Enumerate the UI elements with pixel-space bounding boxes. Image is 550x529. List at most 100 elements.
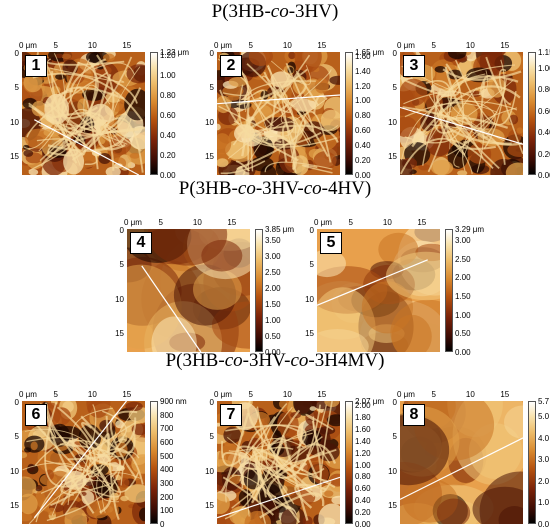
y-tick-label: 5 (209, 432, 214, 442)
color-scale-tick-label: 0.80 (538, 85, 550, 95)
afm-image: 8 (400, 401, 523, 524)
x-tick-label: 0 μm (397, 41, 415, 50)
y-tick-label: 0 (392, 49, 397, 58)
afm-image: 6 (22, 401, 145, 524)
color-scale-tick-label: 1.40 (355, 66, 371, 76)
x-tick-label: 15 (317, 390, 327, 399)
color-scale-tick-label: 3.00 (265, 252, 281, 262)
x-tick-label: 10 (282, 390, 292, 399)
y-tick-label: 5 (14, 83, 19, 93)
y-tick-label: 15 (10, 152, 19, 162)
y-tick-label: 15 (205, 501, 214, 511)
color-scale-tick-label: 1.20 (355, 81, 371, 91)
color-scale-tick-label: 0.80 (160, 91, 176, 100)
color-scale-tick-label: 1.60 (355, 424, 371, 434)
color-scale-tick-label: 2.50 (265, 268, 281, 278)
color-scale-tick-label: 2.50 (455, 254, 471, 264)
x-tick-label: 0 μm (19, 390, 37, 399)
color-scale-tick-label: 0.20 (355, 156, 371, 166)
color-scale-tick-label: 1.20 (160, 51, 176, 60)
height-color-scale (345, 52, 353, 175)
height-color-scale (528, 401, 536, 524)
y-tick-label: 5 (392, 432, 397, 442)
height-color-scale (345, 401, 353, 524)
color-scale-tick-label: 0 (160, 520, 165, 529)
y-tick-label: 10 (388, 117, 397, 127)
color-scale-tick-label: 0.50 (455, 329, 471, 339)
color-scale-tick-label: 0.40 (160, 131, 176, 140)
heading-1-italic: co (270, 1, 289, 22)
afm-panel-3: 3 0 μm 5 10 15 0 5 10 15 1.15 μm 1.00 0.80 0.60 0.40 0… (380, 40, 550, 180)
heading-2-prefix: P(3HB- (178, 178, 238, 199)
color-scale-max-label: 2.07 μm (355, 397, 385, 406)
color-scale-tick-label: 800 (160, 410, 174, 420)
color-scale-tick-label: 0.00 (455, 348, 471, 357)
panel-number-badge: 5 (320, 232, 342, 254)
color-scale-tick-label: 1.80 (355, 413, 371, 423)
color-scale-tick-label: 5.0 (538, 412, 550, 422)
x-tick-label: 10 (465, 390, 475, 399)
color-scale-tick-label: 1.00 (265, 316, 281, 326)
y-tick-label: 0 (119, 226, 124, 235)
afm-panel-2: 2 0 μm 5 10 15 0 5 10 15 1.65 μm 1.60 1.40 1.20 1.00 0… (197, 40, 395, 180)
x-tick-label: 10 (465, 41, 475, 50)
x-tick-label: 0 μm (397, 390, 415, 399)
panel-number-badge: 1 (25, 55, 47, 77)
y-tick-label: 10 (10, 117, 19, 127)
color-scale-tick-label: 1.50 (265, 300, 281, 310)
color-scale-tick-label: 2.0 (538, 476, 550, 486)
color-scale-max-label: 3.85 μm (265, 225, 295, 234)
color-scale-tick-label: 0.00 (355, 171, 371, 180)
color-scale-tick-label: 0.40 (355, 141, 371, 151)
y-tick-label: 15 (205, 152, 214, 162)
height-color-scale (445, 229, 453, 352)
y-tick-label: 5 (392, 83, 397, 93)
color-scale-tick-label: 500 (160, 451, 174, 461)
color-scale-max-label: 1.15 μm (538, 48, 550, 57)
profile-line (141, 265, 202, 352)
color-scale-tick-label: 700 (160, 424, 174, 434)
y-tick-label: 0 (309, 226, 314, 235)
panel-number-badge: 6 (25, 404, 47, 426)
color-scale-tick-label: 1.50 (455, 291, 471, 301)
color-scale-tick-label: 0.20 (160, 151, 176, 160)
color-scale-tick-label: 1.20 (355, 448, 371, 458)
x-tick-label: 15 (417, 218, 427, 227)
color-scale-tick-label: 1.00 (160, 71, 176, 80)
x-tick-label: 5 (431, 390, 436, 399)
afm-panel-6: 6 0 μm 5 10 15 0 5 10 15 900 nm 800 700 600 500 400 300… (2, 389, 200, 529)
afm-topography-image (400, 52, 523, 175)
afm-image: 7 (217, 401, 340, 524)
afm-image: 1 (22, 52, 145, 175)
color-scale-max-label: 1.23 μm (160, 48, 190, 57)
color-scale-tick-label: 400 (160, 465, 174, 475)
x-tick-label: 0 μm (19, 41, 37, 50)
afm-panel-1: 1 0 μm 5 10 15 0 5 10 15 1.23 μm 1.20 1.00 0.80 0.60 0… (2, 40, 200, 180)
y-tick-label: 10 (205, 466, 214, 476)
heading-1-suffix: -3HV) (288, 1, 339, 22)
heading-2-middle: -3HV- (255, 178, 304, 199)
profile-line (217, 94, 340, 105)
heading-3-italic: co (224, 350, 243, 371)
y-tick-label: 0 (392, 398, 397, 407)
y-tick-label: 0 (209, 49, 214, 58)
x-tick-label: 15 (122, 390, 132, 399)
height-color-scale (255, 229, 263, 352)
profile-line (33, 401, 127, 519)
y-tick-label: 0 (14, 49, 19, 58)
x-tick-label: 15 (227, 218, 237, 227)
height-color-scale (150, 401, 158, 524)
heading-2-suffix: -4HV) (321, 178, 372, 199)
heading-2-italic: co (237, 178, 256, 199)
color-scale-tick-label: 100 (160, 506, 174, 516)
color-scale-max-label: 1.65 μm (355, 48, 385, 57)
color-scale-tick-label: 0.00 (265, 348, 281, 357)
y-tick-label: 15 (115, 329, 124, 339)
x-tick-label: 0 μm (314, 218, 332, 227)
color-scale-tick-label: 0.00 (538, 171, 550, 180)
x-tick-label: 0 μm (214, 41, 232, 50)
afm-image: 2 (217, 52, 340, 175)
y-tick-label: 10 (115, 294, 124, 304)
color-scale-tick-label: 0.0 (538, 520, 550, 529)
afm-image: 4 (127, 229, 250, 352)
